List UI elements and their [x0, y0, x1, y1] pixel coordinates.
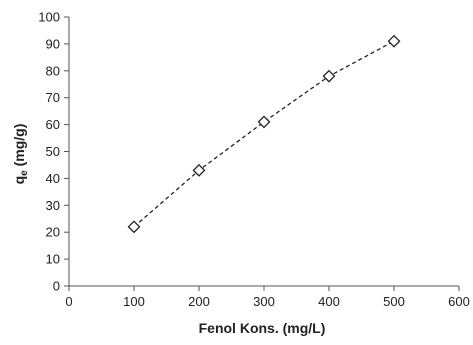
y-tick-label: 50 — [46, 144, 60, 159]
y-tick-label: 80 — [46, 63, 60, 78]
x-tick-label: 100 — [123, 294, 145, 309]
series — [127, 34, 401, 234]
y-tick-label: 100 — [38, 10, 60, 25]
data-point — [322, 69, 336, 83]
y-tick-label: 40 — [46, 171, 60, 186]
data-point — [257, 115, 271, 129]
y-tick-label: 20 — [46, 225, 60, 240]
data-point — [192, 163, 206, 177]
axes — [64, 16, 460, 291]
y-tick-label: 60 — [46, 117, 60, 132]
x-tick-label: 300 — [253, 294, 275, 309]
tick-labels: 0 10 20 30 40 50 60 70 80 90 100 0 100 200 300 400 500 60… — [38, 10, 470, 310]
y-axis-label-rest: (mg/g) — [11, 124, 27, 171]
data-point — [387, 34, 401, 48]
x-tick-label: 600 — [448, 294, 470, 309]
y-tick-label: 30 — [46, 198, 60, 213]
y-tick-label: 90 — [46, 36, 60, 51]
y-axis-label-sub: e — [19, 170, 30, 176]
trend-line — [133, 40, 395, 228]
x-axis-label: Fenol Kons. (mg/L) — [199, 320, 326, 336]
x-tick-label: 200 — [188, 294, 210, 309]
y-tick-label: 0 — [53, 279, 60, 294]
y-axis-label: qe (mg/g) — [11, 124, 30, 185]
data-point — [127, 220, 141, 234]
x-tick-label: 400 — [318, 294, 340, 309]
x-tick-label: 0 — [65, 294, 72, 309]
y-tick-label: 70 — [46, 90, 60, 105]
x-tick-label: 500 — [383, 294, 405, 309]
y-tick-label: 10 — [46, 252, 60, 267]
y-axis-label-main: q — [11, 176, 27, 185]
